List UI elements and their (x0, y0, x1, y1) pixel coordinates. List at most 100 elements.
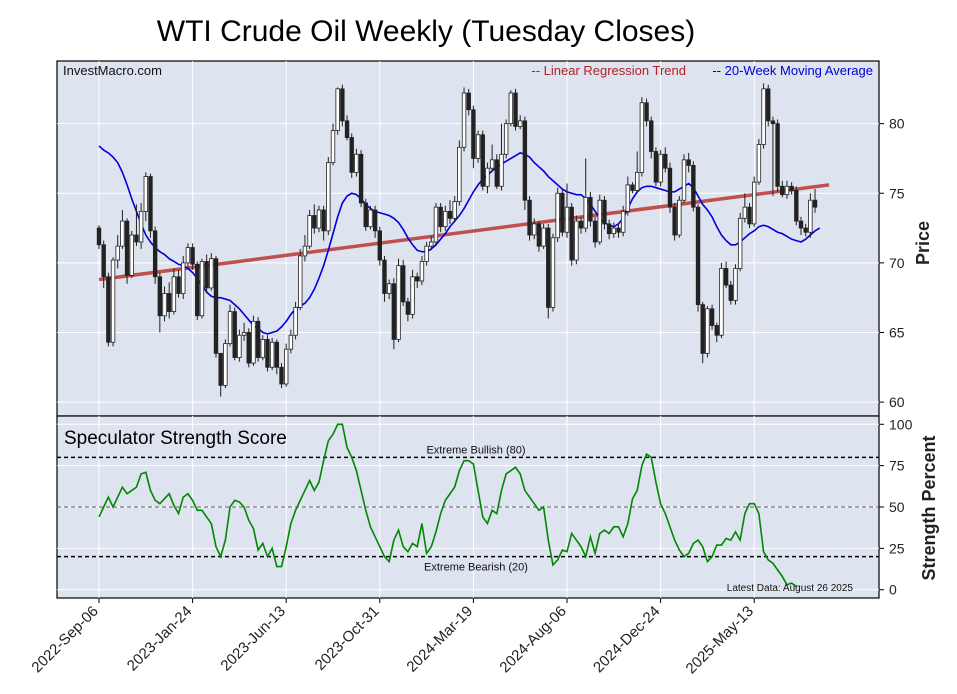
candle (756, 138, 762, 185)
candle (546, 223, 551, 319)
candle (752, 176, 757, 227)
candle (312, 204, 317, 234)
latest-data-label: Latest Data: August 26 2025 (727, 583, 854, 594)
candle (667, 162, 673, 213)
candle (489, 144, 495, 171)
candle (522, 116, 528, 210)
candle (443, 205, 448, 231)
candle (508, 90, 514, 127)
candle (466, 88, 471, 116)
candle (723, 261, 729, 288)
candle (672, 203, 677, 241)
strength-panel-title: Speculator Strength Score (64, 428, 287, 449)
candle (447, 200, 453, 224)
candle (138, 203, 144, 249)
candle (770, 116, 776, 197)
candle (358, 150, 364, 208)
candle (578, 216, 584, 234)
candle (663, 147, 668, 173)
candle (550, 233, 556, 312)
price-tick-label: 70 (889, 255, 905, 271)
candle (354, 148, 359, 177)
candle (630, 182, 635, 194)
candle (152, 226, 158, 284)
candle (766, 84, 771, 127)
candle (260, 335, 265, 361)
candle (457, 140, 462, 206)
x-tick-label: 2023-Jan-24 (124, 603, 196, 675)
candle (803, 223, 808, 237)
candle (461, 87, 467, 152)
candle (255, 317, 261, 362)
candle (195, 261, 200, 320)
candle (560, 189, 565, 237)
candle (761, 83, 766, 149)
candle (335, 87, 340, 135)
candle (115, 235, 120, 269)
candle (485, 162, 490, 194)
candle (789, 182, 794, 195)
candle (298, 248, 303, 311)
reference-line-label: Extreme Bearish (20) (424, 562, 528, 574)
candle (569, 203, 574, 266)
candle (714, 322, 719, 343)
candle (620, 205, 626, 237)
candle (400, 260, 406, 307)
candle (405, 297, 411, 322)
candle (527, 196, 532, 241)
candle (288, 329, 294, 354)
candle (555, 187, 560, 242)
candle (695, 204, 701, 312)
candle (181, 255, 186, 300)
candle (681, 154, 687, 203)
candle (592, 216, 598, 248)
candle (340, 84, 345, 127)
candle (503, 119, 509, 159)
candle (316, 205, 322, 233)
candle (274, 339, 280, 375)
strength-tick-label: 100 (889, 416, 913, 432)
strength-tick-label: 75 (889, 458, 905, 474)
candle (368, 205, 373, 230)
watermark: InvestMacro.com (63, 63, 162, 78)
candle (452, 196, 457, 223)
candle (326, 157, 331, 236)
candle (588, 191, 593, 227)
price-tick-label: 60 (889, 394, 905, 410)
candle (171, 268, 177, 315)
candle (363, 198, 368, 231)
price-axis-label: Price (913, 221, 933, 265)
strength-gridlines (57, 416, 879, 598)
candle (293, 301, 298, 340)
candle (162, 286, 167, 322)
candle (330, 123, 336, 166)
price-panel (56, 60, 880, 417)
candle (223, 339, 228, 389)
candle (742, 193, 748, 223)
candle (129, 230, 134, 279)
candle (747, 203, 752, 229)
candle (705, 306, 710, 358)
candle (106, 272, 111, 347)
candle (396, 258, 401, 343)
price-tick-label: 80 (889, 116, 905, 132)
candlestick-series (96, 83, 818, 397)
candle (737, 212, 743, 272)
candle (424, 241, 429, 266)
candle (251, 315, 256, 366)
candle (649, 116, 654, 159)
candle (611, 222, 616, 238)
candle (429, 236, 434, 251)
candle (372, 205, 378, 238)
candle (574, 215, 579, 265)
candle (709, 304, 715, 330)
candle (110, 257, 116, 347)
candle (564, 183, 570, 238)
candle (377, 226, 382, 266)
candle (639, 97, 645, 177)
candle (644, 98, 649, 127)
candle (344, 115, 350, 141)
candle (541, 223, 546, 249)
candle (148, 173, 153, 238)
x-tick-label: 2024-Dec-24 (590, 603, 663, 676)
